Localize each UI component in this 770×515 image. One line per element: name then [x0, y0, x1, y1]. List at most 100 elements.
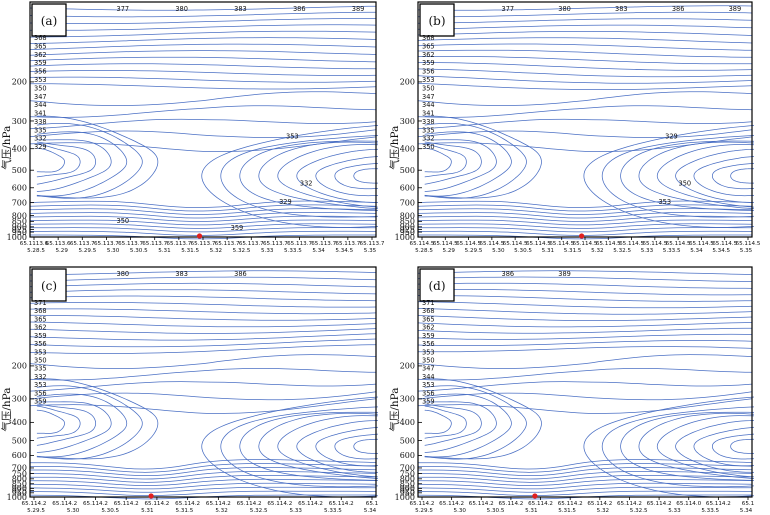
x-tick-label-top: 65.114.2: [267, 501, 292, 507]
contour-line: [424, 409, 452, 434]
contour-line: [36, 405, 81, 439]
contour-line: [29, 204, 377, 212]
contour-lines: [417, 5, 755, 240]
contour-label: 347: [34, 93, 47, 101]
contour-line: [424, 393, 512, 458]
contour-label: 371: [34, 299, 47, 307]
x-tick-label-top: 65.114.5: [596, 241, 621, 247]
x-tick-label-top: 65.113.7: [360, 241, 385, 247]
contour-line: [424, 385, 527, 460]
x-tick-label-top: 65.113.7: [70, 241, 95, 247]
contour-label: 356: [34, 340, 47, 348]
contour-line: [29, 56, 377, 63]
contour-label: 353: [658, 198, 671, 206]
y-tick-label: 1000: [395, 233, 415, 242]
y-tick-label: 600: [400, 184, 415, 193]
contour-line: [258, 412, 379, 479]
contour-line: [424, 139, 497, 192]
contour-line: [29, 11, 376, 18]
contour-line: [315, 156, 379, 197]
contour-line: [30, 467, 377, 477]
contour-line: [417, 346, 753, 353]
panel-c: 200 300 400 500 600 7007508008509009259501000…: [0, 266, 379, 514]
x-tick-label-bottom: 5.34: [690, 248, 703, 254]
x-tick-label-top: 65.114.2: [439, 501, 464, 507]
y-tick-label: 900: [12, 223, 27, 232]
contour-line: [29, 63, 376, 70]
y-tick-label: 600: [12, 184, 27, 193]
y-tick-label: 700: [12, 198, 27, 207]
contour-line: [417, 49, 752, 58]
panel-label: (c): [31, 268, 67, 302]
contour-line: [36, 143, 81, 178]
contour-label: 344: [422, 373, 435, 381]
contour-line: [417, 308, 753, 315]
contour-line: [417, 276, 753, 282]
contour-label: 383: [615, 5, 628, 13]
x-tick-label-top: 65.113.7: [215, 241, 240, 247]
x-tick-label-bottom: 5.31: [158, 248, 171, 254]
contour-label: 356: [422, 68, 435, 76]
x-tick-label-top: 65.113.7: [142, 241, 167, 247]
contour-label: 335: [422, 126, 435, 134]
contour-line: [29, 321, 377, 328]
contour-lines: [29, 5, 379, 240]
x-tick-label-top: 65.114.5: [619, 241, 644, 247]
contour-line: [417, 340, 753, 347]
contour-line: [315, 426, 379, 467]
contour-line: [417, 282, 753, 289]
contour-line: [36, 115, 159, 199]
contour-label: 380: [117, 270, 130, 278]
x-tick-label-top: 65.114.5: [549, 241, 574, 247]
x-tick-label-top: 65.114.5: [573, 241, 598, 247]
contour-line: [417, 301, 753, 309]
x-tick-label-bottom: 5.29.5: [415, 508, 433, 514]
contour-line: [29, 490, 376, 496]
x-tick-label-bottom: 5.33: [641, 248, 654, 254]
x-tick-label-bottom: 5.33: [668, 508, 681, 514]
contour-line: [29, 37, 377, 44]
y-tick-label: 500: [12, 436, 27, 445]
contour-line: [29, 463, 377, 473]
x-tick-label-top: 65.113.7: [94, 241, 119, 247]
x-tick-label-top: 65.114.2: [498, 501, 523, 507]
contour-line: [417, 82, 753, 91]
contour-line: [36, 131, 128, 197]
contour-line: [417, 204, 753, 212]
contour-label: 368: [34, 307, 47, 315]
contour-line: [239, 140, 379, 211]
panel-d: 200 300 400 500 600 7007508008509009259501000…: [388, 266, 755, 514]
contour-line: [417, 129, 753, 138]
contour-label: 362: [422, 51, 435, 59]
contour-line: [417, 482, 753, 490]
y-axis-label: 气压/hPa: [388, 388, 401, 432]
contour-line: [418, 467, 753, 477]
contour-label: 332: [34, 135, 47, 143]
contour-line: [418, 478, 753, 486]
x-tick-label-bottom: 5.31.5: [564, 248, 582, 254]
x-tick-label-top: 65.114.2: [587, 501, 612, 507]
contour-line: [29, 381, 377, 392]
contour-labels: 386 3893713683653623593563533503473443533…: [422, 270, 571, 406]
contour-label: 389: [729, 5, 742, 13]
contour-line: [36, 401, 112, 453]
x-tick-label-bottom: 5.32: [210, 248, 222, 254]
contour-line: [36, 393, 128, 458]
x-tick-label-top: 65.114.5: [642, 241, 667, 247]
x-tick-label-top: 65.114.5: [410, 241, 435, 247]
x-tick-label-top: 65.114.2: [617, 501, 642, 507]
contour-line: [424, 403, 482, 446]
contour-line: [220, 135, 379, 218]
x-tick-label-top: 65.114.5: [456, 241, 481, 247]
panel-label: (b): [419, 3, 455, 37]
contour-label: 332: [422, 135, 435, 143]
contour-line: [417, 315, 753, 321]
contour-line: [693, 156, 755, 197]
contour-line: [29, 338, 377, 348]
y-tick-label: 850: [400, 217, 415, 226]
contour-label: 335: [34, 365, 47, 373]
contour-line: [711, 163, 755, 190]
x-axis: 65.114.2 65.114.2 65.114.2 65.114.2 65.114.2…: [22, 497, 379, 514]
contour-line: [30, 230, 376, 236]
